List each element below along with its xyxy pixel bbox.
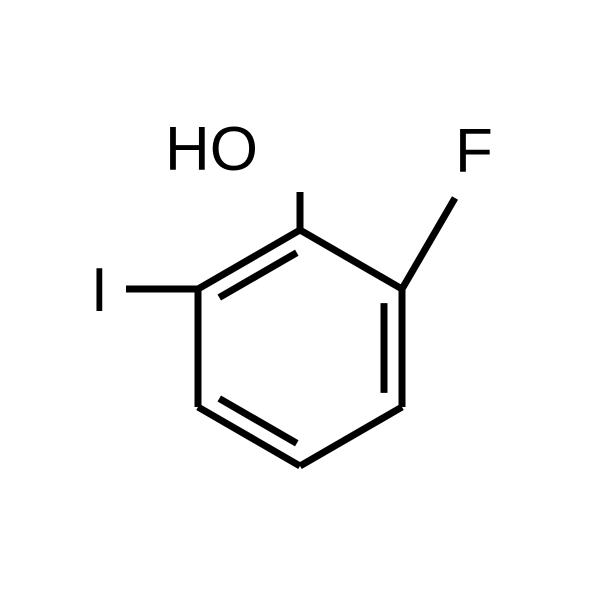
molecule-diagram: HO F I <box>0 0 600 600</box>
bond-c1-c2 <box>300 230 402 289</box>
label-i: I <box>91 256 108 325</box>
bond-c2-f <box>402 198 455 289</box>
label-oh: HO <box>165 115 258 184</box>
bond-c3-c4 <box>300 407 402 466</box>
label-f: F <box>455 117 493 186</box>
